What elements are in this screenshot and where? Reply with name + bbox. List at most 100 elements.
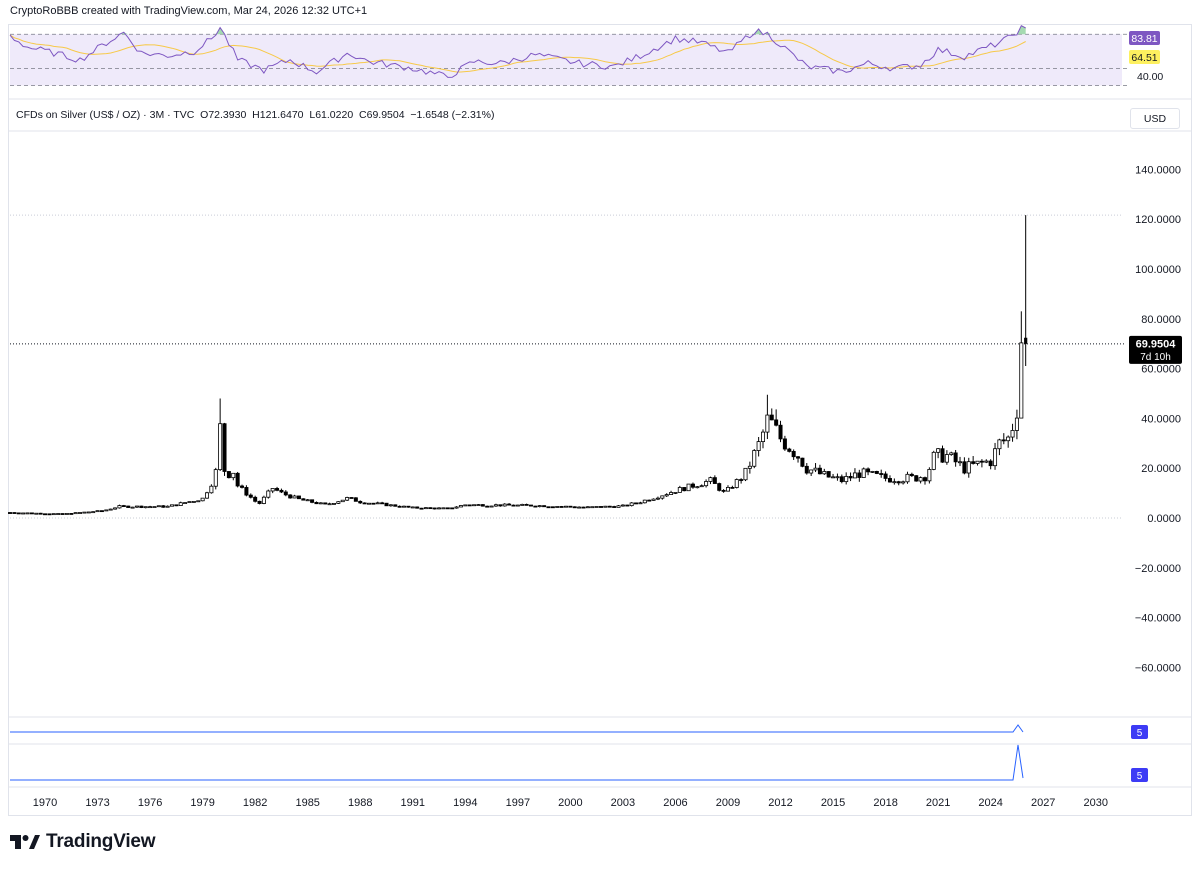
candle — [782, 435, 787, 451]
candle — [922, 476, 927, 485]
candle — [266, 489, 271, 499]
candle-body — [349, 497, 354, 499]
candle-body — [437, 507, 442, 510]
price-pane[interactable]: 140.0000 120.0000 100.0000 80.0000 60.0000 40… — [0, 0, 1200, 820]
candle-body — [12, 512, 17, 514]
y-tick-label: 60.0000 — [1141, 364, 1181, 376]
candle — [134, 505, 139, 508]
candle — [962, 457, 967, 475]
candle-body — [99, 510, 104, 513]
candle — [524, 503, 529, 506]
candle-body — [257, 500, 262, 504]
candle — [196, 500, 201, 503]
candle — [791, 449, 796, 460]
candle — [971, 456, 976, 465]
candle — [984, 459, 989, 464]
candle — [940, 445, 945, 463]
candle-body — [826, 471, 831, 478]
rsi-pane[interactable]: 83.81 64.51 40.00 — [0, 0, 1200, 100]
candle-body — [187, 501, 192, 504]
candle-body — [887, 478, 892, 483]
candle — [673, 492, 678, 495]
y-tick-label: −60.0000 — [1135, 662, 1181, 674]
candle-body — [542, 505, 547, 508]
candle-body — [463, 504, 468, 507]
candle-body — [476, 504, 481, 506]
x-tick-label: 1970 — [33, 797, 57, 809]
candle — [253, 495, 258, 503]
candle — [91, 511, 96, 514]
candle — [375, 501, 380, 505]
candle — [725, 485, 730, 492]
candle-body — [288, 494, 293, 499]
candle — [345, 496, 350, 501]
candle — [349, 497, 354, 499]
candle — [415, 506, 420, 509]
candle-body — [975, 460, 980, 464]
candle-body — [275, 488, 280, 491]
candle-body — [857, 472, 862, 478]
candle-body — [861, 468, 866, 478]
candle — [301, 498, 306, 501]
candle-body — [165, 505, 170, 508]
legend-symbol: CFDs on Silver (US$ / OZ) · 3M · TVC — [16, 109, 195, 121]
candle-body — [752, 450, 757, 467]
candle-body — [200, 497, 205, 502]
legend-change: −1.6548 (−2.31%) — [410, 109, 495, 121]
candle — [126, 505, 131, 508]
candle-body — [852, 472, 857, 479]
last-candle-body — [1024, 337, 1028, 344]
candle-body — [734, 479, 739, 488]
candle — [712, 475, 717, 484]
candle-body — [292, 495, 297, 499]
candle-body — [235, 472, 240, 487]
currency-button[interactable]: USD — [1130, 108, 1180, 129]
candle-body — [620, 504, 625, 507]
candle — [441, 507, 446, 510]
x-tick-label: 2006 — [663, 797, 687, 809]
candle-body — [695, 486, 700, 489]
candle — [555, 506, 560, 508]
candle — [191, 501, 196, 503]
candle — [953, 449, 958, 467]
candle-body — [822, 471, 827, 475]
candle-body — [546, 506, 551, 509]
candle — [607, 505, 612, 508]
candle-body — [940, 448, 945, 463]
candle-body — [511, 504, 516, 507]
candle-body — [1014, 417, 1019, 431]
candle-body — [169, 504, 174, 507]
candle — [511, 504, 516, 507]
candle — [831, 473, 836, 479]
candle-body — [756, 441, 761, 451]
candle — [86, 511, 91, 514]
candle — [603, 505, 608, 508]
candle-body — [104, 509, 109, 512]
candle-body — [143, 506, 148, 509]
candle-body — [647, 499, 652, 502]
candle-body — [638, 502, 643, 505]
candle — [739, 478, 744, 484]
candle-body — [524, 503, 529, 506]
candle — [445, 507, 450, 510]
candle — [331, 502, 336, 505]
candle — [896, 480, 901, 486]
candle — [848, 472, 853, 482]
x-tick-label: 1979 — [190, 797, 214, 809]
candle — [629, 502, 634, 507]
candle — [402, 505, 407, 508]
candle — [507, 503, 512, 506]
candle-body — [1010, 430, 1015, 438]
candle-body — [642, 499, 647, 504]
candle-body — [191, 501, 196, 503]
candle — [708, 476, 713, 485]
candle — [323, 502, 328, 505]
candle-body — [82, 511, 87, 514]
rsi-band — [10, 34, 1122, 86]
candle-countdown: 7d 10h — [1140, 352, 1171, 363]
candle-body — [677, 487, 682, 493]
indicator-1-line — [10, 724, 1024, 733]
rsi-line — [9, 25, 1026, 78]
candle-body — [817, 467, 822, 475]
candle-body — [445, 507, 450, 510]
